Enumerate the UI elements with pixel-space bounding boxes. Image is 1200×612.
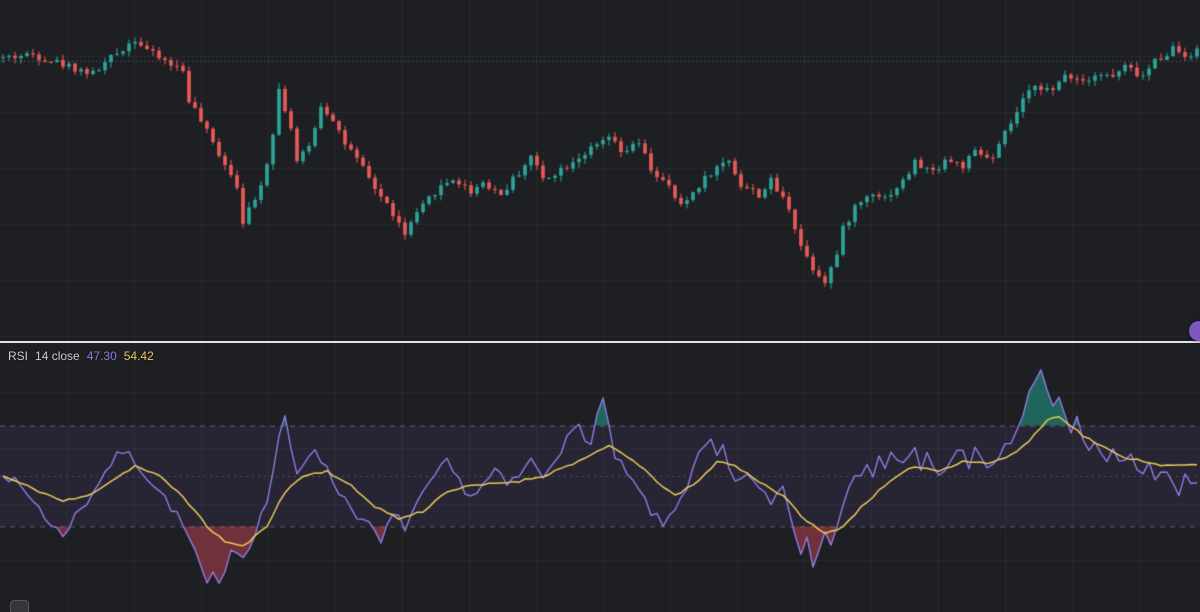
rsi-ma-value: 54.42	[123, 349, 154, 363]
pane-divider[interactable]	[0, 341, 1200, 343]
scroll-bubble-icon[interactable]	[1189, 321, 1200, 341]
indicator-params: 14 close	[35, 349, 80, 363]
watermark-logo	[10, 600, 29, 612]
rsi-indicator-legend[interactable]: RSI 14 close 47.30 54.42	[8, 349, 154, 363]
rsi-value: 47.30	[86, 349, 117, 363]
indicator-title: RSI	[8, 349, 29, 363]
